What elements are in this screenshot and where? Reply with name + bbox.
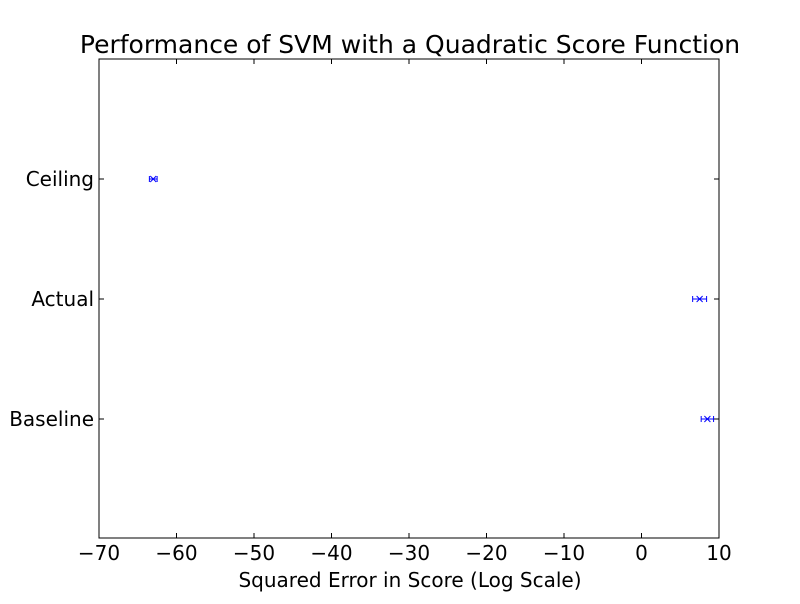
x-tick-label: 0 <box>635 541 648 565</box>
y-axis: Baseline Actual Ceiling <box>9 167 719 431</box>
x-tick-label: −30 <box>388 541 430 565</box>
data-point <box>149 175 157 183</box>
x-tick-label: −10 <box>543 541 585 565</box>
y-tick-label: Baseline <box>9 407 94 431</box>
x-tick-label: −60 <box>155 541 197 565</box>
x-tick-label: −50 <box>233 541 275 565</box>
y-tick-label: Ceiling <box>26 167 94 191</box>
x-tick-label: −40 <box>310 541 352 565</box>
data-point <box>704 415 711 423</box>
x-axis: −70 −60 −50 −40 −30 −20 −10 0 10 <box>78 59 732 565</box>
data-point <box>696 295 703 303</box>
x-tick-label: −20 <box>465 541 507 565</box>
chart-title: Performance of SVM with a Quadratic Scor… <box>80 30 740 59</box>
data-series <box>148 175 715 423</box>
plot-area <box>98 58 720 539</box>
x-axis-label: Squared Error in Score (Log Scale) <box>238 568 581 592</box>
y-tick-label: Actual <box>31 287 94 311</box>
x-tick-label: 10 <box>706 541 731 565</box>
x-tick-label: −70 <box>78 541 120 565</box>
